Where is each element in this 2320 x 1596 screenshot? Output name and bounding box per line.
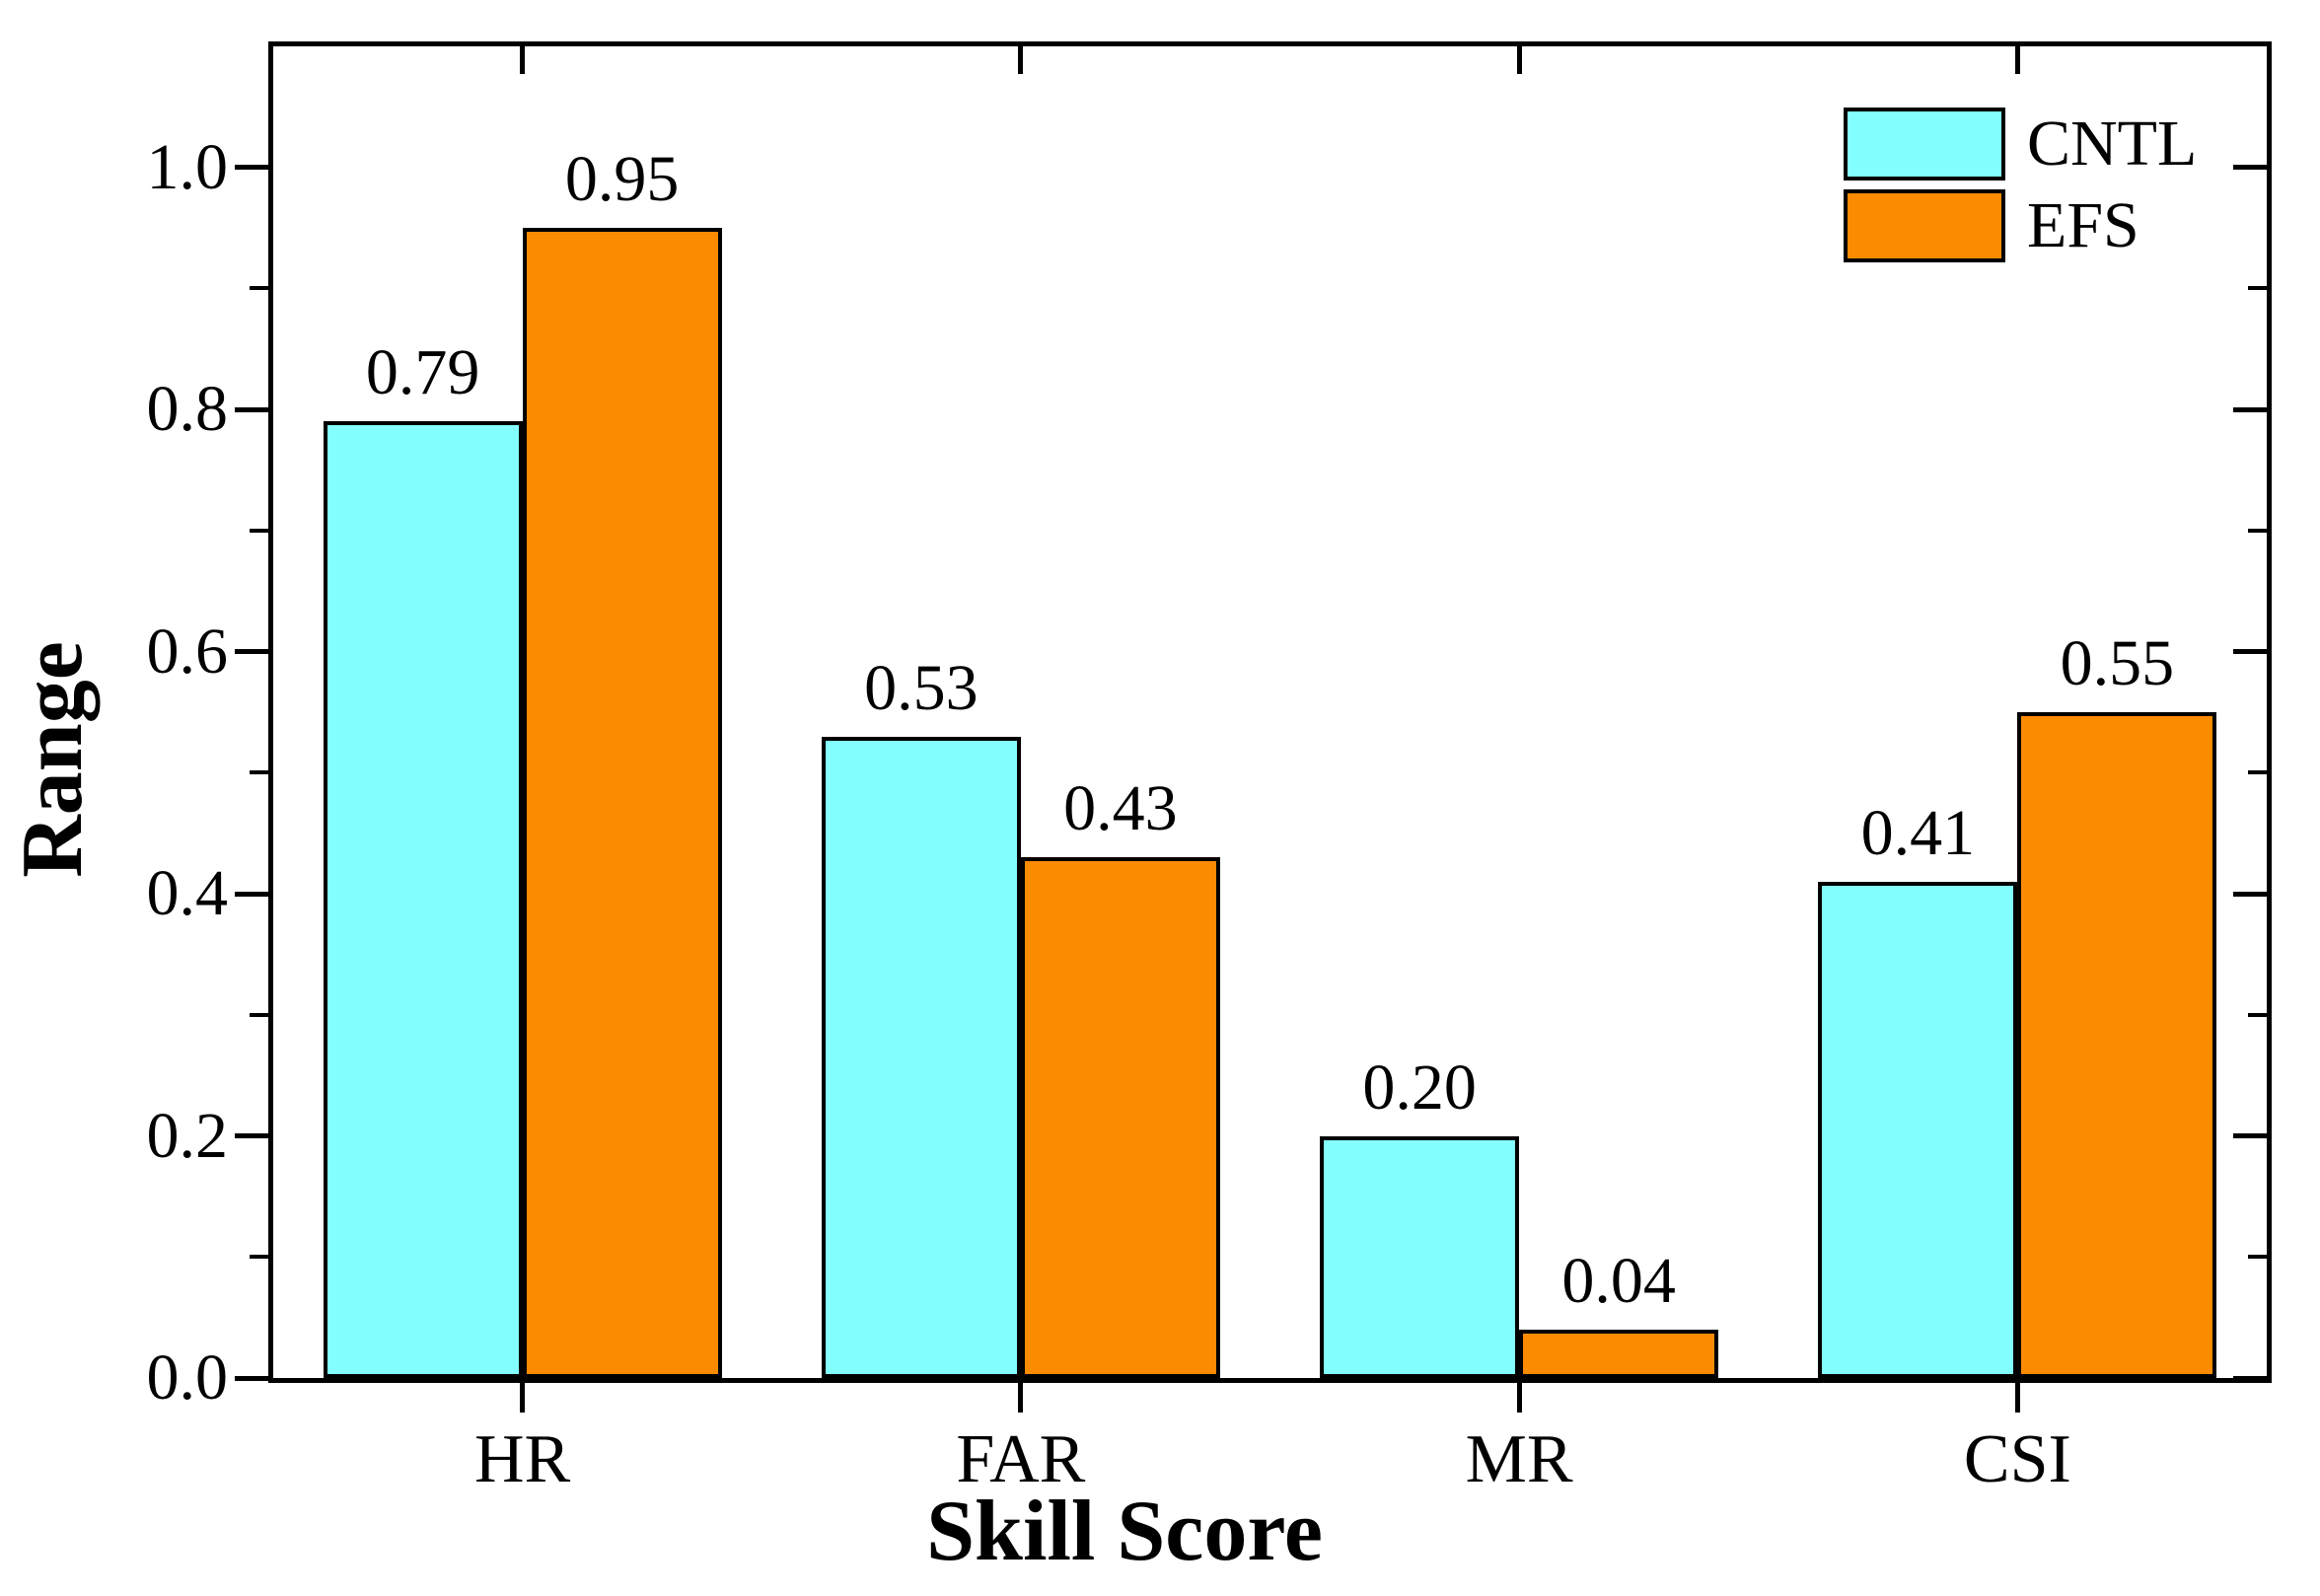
x-axis-title: Skill Score (926, 1484, 1323, 1579)
y-axis-title: Range (5, 641, 101, 878)
y-tick-major-right-0.4 (2233, 891, 2267, 897)
y-tick-label-0.2: 0.2 (146, 1099, 229, 1172)
value-label-mr-cntl: 0.20 (1362, 1051, 1477, 1124)
y-tick-major-right-0.0 (2233, 1375, 2267, 1381)
bar-far-cntl (821, 736, 1021, 1378)
legend-row-cntl: CNTL (1844, 108, 2197, 181)
x-tick-top-far (1018, 46, 1024, 74)
y-tick-label-0.8: 0.8 (146, 373, 229, 446)
value-label-hr-efs: 0.95 (564, 143, 680, 216)
x-tick-top-mr (1516, 46, 1522, 74)
y-tick-minor-left-0.9 (250, 286, 268, 291)
y-tick-minor-right-0.7 (2248, 528, 2267, 533)
y-tick-major-left-0.6 (235, 649, 268, 655)
legend-swatch-cntl (1844, 108, 2005, 181)
y-tick-label-0.6: 0.6 (146, 615, 229, 688)
y-tick-major-right-1.0 (2233, 165, 2267, 171)
x-tick-bottom-far (1018, 1383, 1024, 1413)
legend-swatch-efs (1844, 189, 2005, 262)
y-tick-minor-left-0.1 (250, 1255, 268, 1260)
bar-mr-efs (1519, 1329, 1719, 1378)
y-tick-minor-left-0.3 (250, 1012, 268, 1017)
bar-hr-efs (522, 228, 722, 1378)
value-label-mr-efs: 0.04 (1561, 1244, 1676, 1317)
y-tick-minor-right-0.5 (2248, 770, 2267, 775)
y-tick-major-left-0.8 (235, 406, 268, 412)
y-tick-minor-left-0.7 (250, 528, 268, 533)
y-tick-major-right-0.2 (2233, 1133, 2267, 1139)
category-label-hr: HR (474, 1421, 571, 1497)
category-label-far: FAR (956, 1421, 1086, 1497)
y-tick-major-left-1.0 (235, 165, 268, 171)
y-tick-label-0.4: 0.4 (146, 857, 229, 930)
value-label-csi-efs: 0.55 (2060, 627, 2175, 699)
legend-label-cntl: CNTL (2027, 108, 2198, 180)
x-tick-top-hr (520, 46, 526, 74)
value-label-csi-cntl: 0.41 (1860, 796, 1976, 869)
value-label-far-efs: 0.43 (1063, 772, 1178, 845)
y-tick-major-left-0.0 (235, 1375, 268, 1381)
y-tick-label-1.0: 1.0 (146, 130, 229, 203)
legend: CNTL EFS (1844, 108, 2197, 262)
y-tick-minor-right-0.3 (2248, 1012, 2267, 1017)
y-tick-minor-left-0.5 (250, 770, 268, 775)
legend-row-efs: EFS (1844, 189, 2197, 262)
y-tick-major-left-0.4 (235, 891, 268, 897)
bar-far-efs (1020, 857, 1220, 1378)
bar-csi-cntl (1818, 881, 2018, 1378)
x-tick-bottom-hr (520, 1383, 526, 1413)
y-tick-major-right-0.8 (2233, 406, 2267, 412)
category-label-csi: CSI (1963, 1421, 2071, 1497)
category-label-mr: MR (1465, 1421, 1573, 1497)
y-tick-major-left-0.2 (235, 1133, 268, 1139)
x-tick-top-csi (2014, 46, 2020, 74)
y-tick-minor-right-0.1 (2248, 1255, 2267, 1260)
y-tick-major-right-0.6 (2233, 649, 2267, 655)
value-label-hr-cntl: 0.79 (365, 336, 480, 409)
y-tick-label-0.0: 0.0 (146, 1342, 229, 1414)
bar-mr-cntl (1320, 1135, 1520, 1378)
legend-label-efs: EFS (2027, 189, 2139, 261)
y-tick-minor-right-0.9 (2248, 286, 2267, 291)
x-tick-bottom-mr (1516, 1383, 1522, 1413)
value-label-far-cntl: 0.53 (864, 651, 979, 724)
bar-csi-efs (2017, 712, 2217, 1378)
bar-hr-cntl (323, 421, 523, 1378)
plot-area: Range Skill Score CNTL EFS 0.0 0.2 0.4 0.6 0.… (5, 41, 2272, 1575)
x-tick-bottom-csi (2014, 1383, 2020, 1413)
